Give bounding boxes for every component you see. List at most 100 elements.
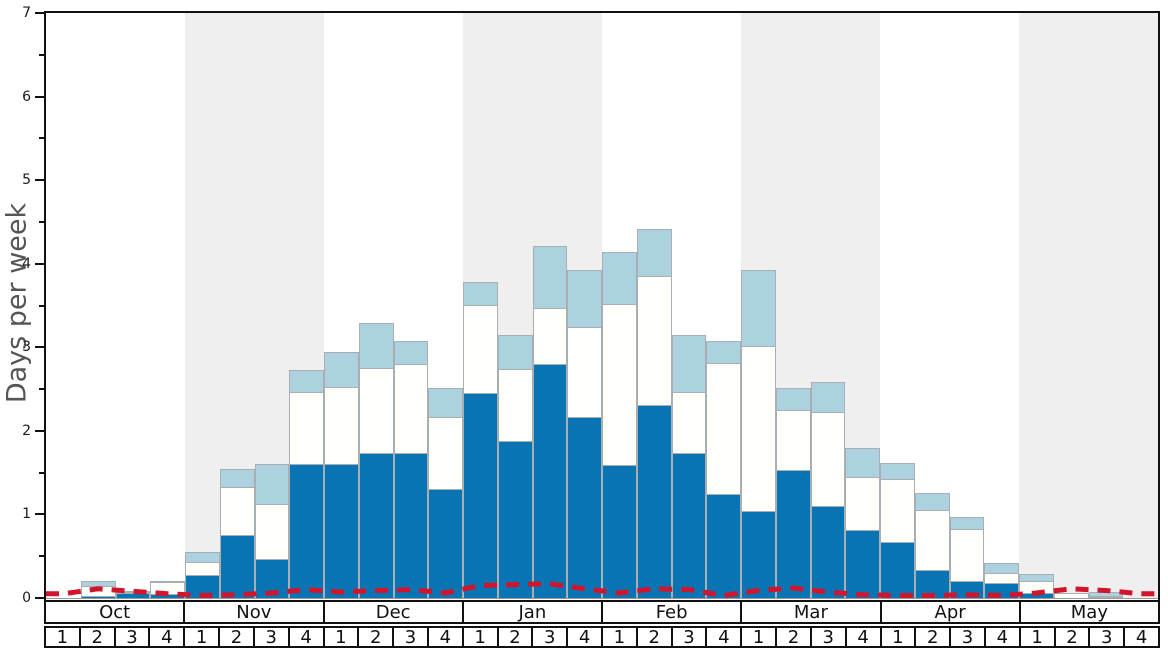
bar-jan-3-dark-blue [532, 364, 568, 598]
bar-apr-2-dark-blue [914, 570, 950, 598]
month-label-mar: Mar [742, 602, 882, 623]
bar-dec-3-dark-blue [393, 452, 429, 598]
y-major-tick-2 [35, 429, 44, 432]
y-minor-tick-3.5 [39, 304, 44, 307]
month-label-jan: Jan [464, 602, 603, 623]
y-tick-label-4: 4 [22, 255, 31, 272]
y-tick-label-7: 7 [22, 5, 31, 21]
week-label-feb-2: 2 [638, 627, 673, 648]
y-minor-tick-0.5 [39, 555, 44, 558]
week-label-feb-3: 3 [673, 627, 708, 648]
month-label-feb: Feb [603, 602, 743, 623]
week-label-nov-3: 3 [255, 627, 290, 648]
month-label-nov: Nov [185, 602, 325, 623]
bar-feb-2-dark-blue [636, 404, 672, 598]
week-label-mar-3: 3 [812, 627, 847, 648]
plot-area [46, 13, 1158, 599]
y-major-tick-1 [35, 513, 44, 516]
plot-right-border [1158, 11, 1160, 600]
bar-feb-4-dark-blue [706, 493, 741, 598]
week-label-jan-2: 2 [499, 627, 534, 648]
shaded-band-may [1019, 13, 1158, 598]
y-minor-tick-1.5 [39, 471, 44, 474]
month-label-may: May [1070, 601, 1108, 623]
y-tick-label-3: 3 [22, 339, 31, 356]
week-label-dec-4: 4 [429, 627, 464, 648]
bar-jan-4-dark-blue [567, 416, 602, 598]
plot-top-border [44, 11, 1160, 13]
week-label-feb-1: 1 [603, 627, 638, 648]
y-minor-tick-5.5 [39, 137, 44, 140]
week-label-nov-2: 2 [220, 627, 255, 648]
y-tick-label-6: 6 [22, 88, 31, 105]
bar-may-3-dark-blue [1088, 597, 1124, 598]
week-label-may-1: 1 [1021, 627, 1056, 648]
bar-nov-4-dark-blue [289, 464, 324, 598]
week-label-jan-4: 4 [568, 627, 603, 648]
week-label-dec-1: 1 [325, 627, 360, 648]
bar-feb-3-dark-blue [671, 453, 707, 598]
month-label-apr: Apr [882, 602, 1021, 623]
bar-feb-1-dark-blue [602, 465, 637, 598]
y-minor-tick-6.5 [39, 53, 44, 56]
red-dashed-line [46, 581, 1158, 598]
week-label-apr-1: 1 [882, 627, 917, 648]
week-label-mar-2: 2 [777, 627, 812, 648]
y-tick-label-5: 5 [22, 172, 31, 189]
week-label-mar-4: 4 [847, 627, 882, 648]
bar-jan-1-dark-blue [463, 393, 498, 598]
week-label-feb-4: 4 [707, 627, 743, 648]
week-label-dec-3: 3 [394, 627, 429, 648]
y-major-tick-5 [35, 179, 44, 182]
bar-jan-2-dark-blue [497, 440, 533, 598]
week-label-nov-1: 1 [185, 627, 221, 648]
bar-dec-4-dark-blue [428, 488, 463, 598]
bar-may-3-white [1088, 595, 1124, 598]
y-axis-line [44, 11, 46, 600]
week-label-oct-4: 4 [150, 627, 186, 648]
y-major-tick-0 [35, 597, 44, 599]
bar-mar-1-dark-blue [741, 511, 776, 598]
bar-oct-2-dark-blue [80, 596, 116, 598]
y-tick-label-1: 1 [22, 506, 31, 523]
month-label-oct: Oct [46, 602, 186, 623]
bar-mar-3-dark-blue [810, 506, 846, 598]
y-axis-ticks: 0 1 2 3 4 5 6 7 [0, 5, 44, 606]
week-label-jan-3: 3 [533, 627, 569, 648]
week-label-apr-3: 3 [951, 627, 986, 648]
bar-nov-2-dark-blue [219, 534, 255, 598]
y-major-tick-3 [35, 346, 44, 349]
week-label-apr-2: 2 [916, 627, 952, 648]
y-major-tick-7 [35, 12, 44, 14]
bar-mar-2-dark-blue [775, 470, 811, 598]
week-label-nov-4: 4 [290, 627, 325, 648]
y-major-tick-6 [35, 95, 44, 98]
week-label-may-4: 4 [1135, 626, 1148, 648]
month-label-dec: Dec [325, 602, 464, 623]
y-tick-label-2: 2 [22, 422, 31, 439]
y-minor-tick-4.5 [39, 220, 44, 223]
bar-dec-1-dark-blue [324, 464, 359, 598]
bar-may-2-white [1053, 593, 1089, 598]
y-major-tick-4 [35, 262, 44, 265]
bars-layer [46, 13, 1158, 598]
week-label-apr-4: 4 [986, 627, 1021, 648]
bar-dec-2-dark-blue [358, 452, 394, 598]
week-label-jan-1: 1 [464, 627, 499, 648]
month-axis-row: Oct Nov Dec Jan Feb Mar Apr May [44, 600, 1160, 624]
y-tick-label-0: 0 [22, 590, 31, 606]
y-minor-tick-2.5 [39, 388, 44, 391]
week-label-oct-1: 1 [46, 627, 81, 648]
bar-mar-4-dark-blue [845, 530, 880, 598]
week-label-may-2: 2 [1056, 627, 1091, 648]
bar-apr-1-dark-blue [880, 542, 915, 598]
bar-nov-1-dark-blue [185, 575, 220, 598]
week-label-oct-2: 2 [81, 627, 116, 648]
week-label-may-3: 3 [1090, 627, 1126, 648]
week-label-dec-2: 2 [359, 627, 395, 648]
week-label-mar-1: 1 [742, 627, 778, 648]
bar-oct-3-dark-blue [115, 593, 151, 598]
